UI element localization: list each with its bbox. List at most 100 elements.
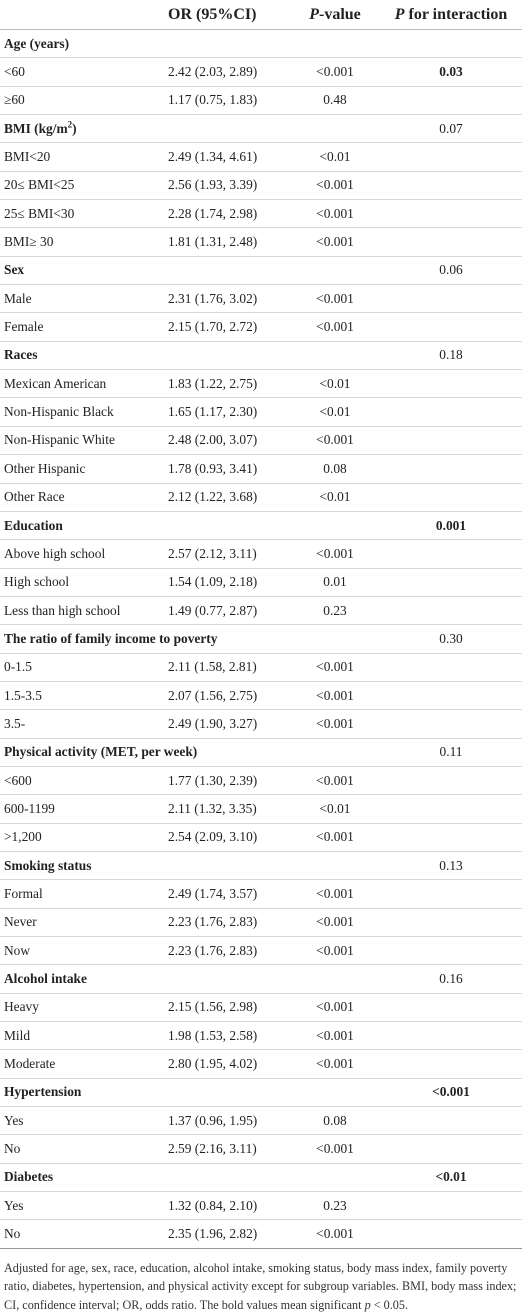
table-row: 600-1199 2.11 (1.32, 3.35) <0.01 (0, 794, 522, 824)
row-label: <60 (0, 57, 160, 87)
group-label: Age (years) (0, 29, 160, 59)
or-cell: 2.80 (1.95, 4.02) (160, 1049, 290, 1079)
table-row: 3.5- 2.49 (1.90, 3.27) <0.001 (0, 709, 522, 739)
header-pvalue-p: P (309, 5, 319, 23)
or-cell: 2.56 (1.93, 3.39) (160, 171, 290, 201)
table-row: Non-Hispanic White 2.48 (2.00, 3.07) <0.00… (0, 426, 522, 456)
label-text: 3.5- (4, 715, 26, 731)
group-label: The ratio of family income to poverty (0, 624, 217, 654)
row-label: Non-Hispanic White (0, 426, 160, 456)
interaction-cell (380, 171, 522, 201)
row-label: 1.5-3.5 (0, 681, 160, 711)
row-label: Other Hispanic (0, 454, 160, 484)
pvalue-cell: 0.23 (290, 596, 380, 626)
pvalue-cell: <0.001 (290, 823, 380, 852)
pvalue-cell (290, 29, 380, 59)
interaction-cell: 0.001 (380, 511, 522, 541)
label-text: 20≤ BMI<25 (4, 177, 75, 193)
label-text: Smoking status (4, 857, 92, 873)
or-cell: 1.77 (1.30, 2.39) (160, 766, 290, 796)
interaction-cell (380, 539, 522, 569)
row-label: BMI≥ 30 (0, 227, 160, 257)
table-group-row: Hypertension <0.001 (0, 1078, 522, 1108)
label-text: Heavy (4, 999, 39, 1015)
or-cell: 1.81 (1.31, 2.48) (160, 227, 290, 257)
or-cell: 2.49 (1.34, 4.61) (160, 142, 290, 172)
pvalue-cell: <0.001 (290, 936, 380, 966)
label-text: BMI<20 (4, 149, 51, 165)
pvalue-cell: <0.001 (290, 1219, 380, 1249)
table-row: Moderate 2.80 (1.95, 4.02) <0.001 (0, 1049, 522, 1079)
row-label: Yes (0, 1191, 160, 1221)
or-cell: 2.28 (1.74, 2.98) (160, 199, 290, 229)
label-text: 600-1199 (4, 800, 55, 816)
table-group-row: BMI (kg/m2) 0.07 (0, 114, 522, 144)
interaction-cell: 0.30 (380, 624, 522, 654)
pvalue-cell (290, 1163, 380, 1193)
interaction-cell (380, 199, 522, 229)
interaction-cell (380, 766, 522, 796)
group-label: Physical activity (MET, per week) (0, 738, 197, 767)
label-tail: ) (72, 120, 77, 136)
pvalue-cell: 0.48 (290, 86, 380, 116)
label-text: Never (4, 914, 37, 930)
table-row: ≥60 1.17 (0.75, 1.83) 0.48 (0, 86, 522, 116)
pvalue-cell: <0.001 (290, 227, 380, 257)
or-cell: 2.07 (1.56, 2.75) (160, 681, 290, 711)
label-text: Hypertension (4, 1084, 82, 1100)
table-group-row: Education 0.001 (0, 511, 522, 541)
row-label: No (0, 1219, 160, 1249)
footnote-tail: < 0.05. (370, 1297, 409, 1312)
or-cell: 2.11 (1.58, 2.81) (160, 653, 290, 682)
interaction-cell (380, 1191, 522, 1221)
table-group-row: Diabetes <0.01 (0, 1163, 522, 1193)
header-interaction-rest: for interaction (404, 5, 508, 23)
or-cell (160, 1163, 290, 1193)
interaction-cell: 0.18 (380, 341, 522, 371)
table-row: Above high school 2.57 (2.12, 3.11) <0.001 (0, 539, 522, 569)
table-row: BMI<20 2.49 (1.34, 4.61) <0.01 (0, 142, 522, 172)
row-label: ≥60 (0, 86, 160, 116)
pvalue-cell: <0.001 (290, 681, 380, 711)
pvalue-cell: <0.001 (290, 908, 380, 938)
label-text: <600 (4, 772, 32, 788)
table-group-row: Sex 0.06 (0, 256, 522, 286)
label-text: Races (4, 347, 38, 363)
label-text: <60 (4, 64, 25, 80)
label-text: Age (years) (4, 35, 70, 51)
or-cell (160, 29, 290, 59)
or-cell: 1.32 (0.84, 2.10) (160, 1191, 290, 1221)
table-row: 20≤ BMI<25 2.56 (1.93, 3.39) <0.001 (0, 171, 522, 201)
row-label: Above high school (0, 539, 160, 569)
or-cell: 1.49 (0.77, 2.87) (160, 596, 290, 626)
row-label: 20≤ BMI<25 (0, 171, 160, 201)
interaction-cell (380, 568, 522, 597)
interaction-cell: 0.06 (380, 256, 522, 286)
table-group-row: The ratio of family income to poverty 0.3… (0, 624, 522, 654)
group-label: Smoking status (0, 851, 160, 881)
interaction-cell: 0.07 (380, 114, 522, 144)
or-cell: 1.98 (1.53, 2.58) (160, 1021, 290, 1051)
label-text: Other Race (4, 489, 65, 505)
label-text: BMI≥ 30 (4, 234, 54, 250)
label-text: Mild (4, 1027, 31, 1043)
or-cell: 2.15 (1.70, 2.72) (160, 312, 290, 342)
table-row: 1.5-3.5 2.07 (1.56, 2.75) <0.001 (0, 681, 522, 711)
pvalue-cell: <0.001 (290, 1049, 380, 1079)
or-cell (160, 1078, 290, 1108)
table-row: Female 2.15 (1.70, 2.72) <0.001 (0, 312, 522, 342)
row-label: 25≤ BMI<30 (0, 199, 160, 229)
interaction-cell: 0.16 (380, 964, 522, 994)
label-text: >1,200 (4, 829, 42, 845)
pvalue-cell: <0.001 (290, 993, 380, 1023)
interaction-cell (380, 709, 522, 739)
or-cell: 1.83 (1.22, 2.75) (160, 369, 290, 399)
table-row: No 2.35 (1.96, 2.82) <0.001 (0, 1219, 522, 1249)
label-text: High school (4, 574, 70, 590)
row-label: BMI<20 (0, 142, 160, 172)
pvalue-cell: 0.23 (290, 1191, 380, 1221)
label-text: Above high school (4, 545, 106, 561)
label-text: 25≤ BMI<30 (4, 205, 75, 221)
label-superscript: 2 (67, 119, 73, 130)
label-text: Diabetes (4, 1169, 54, 1185)
